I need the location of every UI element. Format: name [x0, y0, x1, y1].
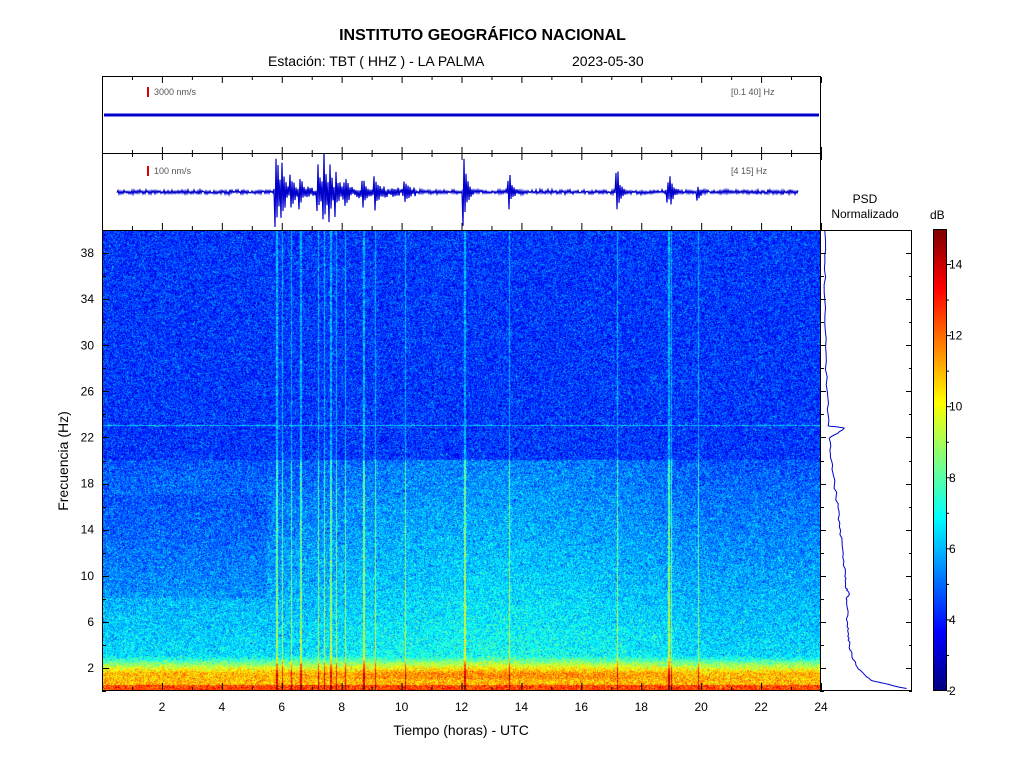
psd-title: PSD Normalizado: [822, 192, 908, 222]
x-tick-label: 4: [218, 700, 225, 714]
y-tick-label: 22: [81, 430, 95, 444]
colorbar-gradient: [934, 230, 946, 690]
x-tick-label: 20: [694, 700, 708, 714]
filtered-trace-panel: 100 nm/s [4 15] Hz: [102, 153, 821, 231]
psd-panel: [820, 230, 912, 691]
psd-title-line2: Normalizado: [831, 207, 899, 221]
y-tick-label: 6: [87, 615, 94, 629]
colorbar-tick-label: 2: [949, 684, 956, 698]
y-tick-label: 10: [81, 569, 95, 583]
colorbar-unit-label: dB: [930, 208, 945, 222]
colorbar-tick-label: 4: [949, 613, 956, 627]
trace2-scale-bar: [147, 166, 149, 176]
trace1-band-label: [0.1 40] Hz: [731, 87, 775, 97]
y-tick-label: 30: [81, 338, 95, 352]
broadband-trace-panel: 3000 nm/s [0.1 40] Hz: [102, 76, 821, 154]
x-tick-label: 8: [338, 700, 345, 714]
x-tick-label: 2: [159, 700, 166, 714]
trace2-scale-label: 100 nm/s: [154, 166, 192, 176]
y-tick-label: 26: [81, 384, 95, 398]
x-tick-label: 14: [515, 700, 529, 714]
x-tick-label: 24: [814, 700, 828, 714]
x-axis-label: Tiempo (horas) - UTC: [393, 722, 529, 738]
psd-title-line1: PSD: [852, 192, 878, 206]
x-tick-label: 6: [278, 700, 285, 714]
x-tick-label: 18: [635, 700, 649, 714]
colorbar-tick-label: 12: [949, 329, 963, 343]
y-tick-label: 38: [81, 246, 95, 260]
colorbar: [933, 229, 947, 691]
chart-title: INSTITUTO GEOGRÁFICO NACIONAL: [339, 27, 626, 44]
x-tick-label: 12: [455, 700, 469, 714]
colorbar-tick-label: 8: [949, 471, 956, 485]
trace2-waveform: [116, 154, 799, 228]
trace1-waveform: [104, 113, 819, 117]
spectrogram-image: [102, 230, 821, 691]
colorbar-tick-label: 14: [949, 258, 963, 272]
station-label: Estación: TBT ( HHZ ) - LA PALMA: [268, 53, 485, 69]
x-tick-label: 22: [754, 700, 768, 714]
psd-plot: [823, 231, 907, 689]
y-axis-label: Frecuencia (Hz): [55, 411, 71, 511]
y-tick-label: 14: [81, 523, 95, 537]
x-tick-label: 16: [575, 700, 589, 714]
colorbar-tick-label: 10: [949, 400, 963, 414]
y-tick-label: 34: [81, 292, 95, 306]
trace2-band-label: [4 15] Hz: [731, 166, 768, 176]
y-tick-label: 18: [81, 477, 95, 491]
colorbar-tick-label: 6: [949, 542, 956, 556]
spectrogram: [102, 230, 821, 691]
y-tick-label: 2: [87, 661, 94, 675]
trace1-scale-bar: [147, 87, 149, 97]
trace1-scale-label: 3000 nm/s: [154, 87, 197, 97]
x-tick-label: 10: [395, 700, 409, 714]
date-label: 2023-05-30: [572, 53, 644, 69]
